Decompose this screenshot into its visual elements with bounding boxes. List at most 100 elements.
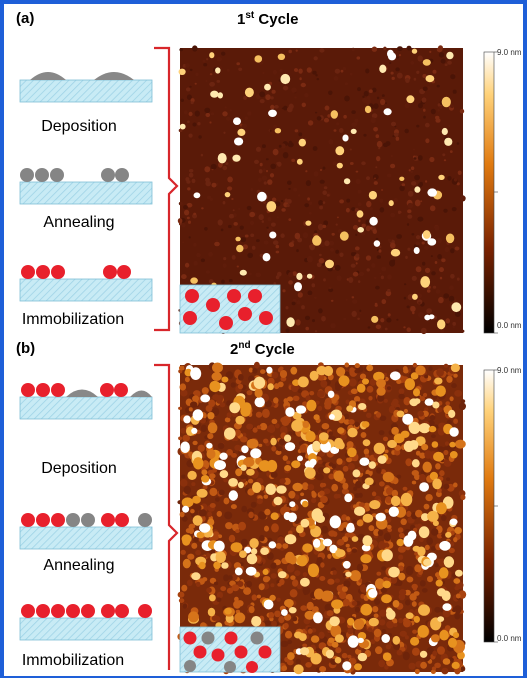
afm-particle bbox=[291, 419, 303, 432]
afm-particle bbox=[332, 570, 337, 575]
afm-particle bbox=[351, 600, 358, 606]
deposited-film bbox=[94, 72, 134, 80]
panel-a-step-immobilization: Immobilization bbox=[21, 311, 125, 328]
afm-particle bbox=[316, 78, 320, 81]
afm-particle bbox=[210, 90, 219, 98]
afm-particle bbox=[377, 529, 384, 537]
panel-a-immobilization-diagram bbox=[19, 265, 153, 302]
afm-particle bbox=[414, 473, 420, 481]
afm-particle bbox=[190, 509, 195, 514]
afm-particle bbox=[415, 266, 422, 273]
afm-particle bbox=[323, 488, 331, 495]
afm-particle bbox=[411, 459, 420, 468]
afm-particle bbox=[351, 296, 355, 299]
panel-b-step-deposition: Deposition bbox=[41, 460, 117, 477]
afm-particle bbox=[319, 168, 323, 172]
afm-particle bbox=[413, 77, 417, 81]
afm-particle bbox=[230, 504, 237, 510]
afm-particle bbox=[385, 290, 392, 297]
afm-particle bbox=[349, 658, 357, 665]
afm-particle bbox=[241, 505, 247, 513]
afm-particle bbox=[403, 408, 408, 414]
afm-particle bbox=[434, 662, 441, 668]
afm-particle bbox=[358, 280, 361, 283]
afm-particle bbox=[213, 540, 225, 552]
afm-particle bbox=[437, 254, 442, 260]
afm-particle bbox=[237, 128, 246, 136]
afm-particle bbox=[351, 252, 356, 257]
afm-particle bbox=[314, 330, 318, 333]
afm-particle bbox=[346, 547, 352, 553]
afm-particle bbox=[368, 525, 375, 532]
afm-particle bbox=[290, 243, 295, 247]
afm-particle bbox=[265, 94, 271, 101]
afm-particle bbox=[444, 246, 450, 253]
afm-particle bbox=[443, 556, 455, 568]
afm-particle bbox=[307, 628, 313, 634]
afm-particle bbox=[263, 240, 269, 245]
afm-particle bbox=[385, 487, 394, 496]
afm-particle bbox=[438, 567, 449, 579]
afm-particle bbox=[405, 458, 413, 467]
afm-particle bbox=[407, 294, 414, 301]
afm-particle bbox=[216, 591, 224, 599]
afm-particle bbox=[335, 146, 345, 156]
afm-particle bbox=[334, 578, 340, 583]
afm-particle bbox=[290, 527, 297, 533]
afm-particle bbox=[320, 495, 328, 504]
afm-particle bbox=[238, 521, 247, 531]
afm-particle bbox=[320, 379, 328, 388]
afm-particle bbox=[257, 177, 262, 183]
panel-b-annealing-diagram bbox=[19, 513, 153, 550]
afm-particle bbox=[270, 222, 276, 227]
afm-particle bbox=[422, 461, 432, 473]
afm-particle bbox=[319, 48, 325, 53]
afm-particle bbox=[424, 398, 434, 406]
afm-particle bbox=[390, 154, 394, 158]
afm-particle bbox=[371, 491, 377, 497]
afm-particle bbox=[436, 368, 444, 377]
afm-particle bbox=[305, 220, 312, 226]
afm-particle bbox=[403, 617, 409, 623]
afm-particle bbox=[405, 612, 414, 619]
afm-particle bbox=[417, 216, 424, 222]
afm-particle bbox=[312, 606, 319, 613]
afm-particle bbox=[280, 425, 288, 435]
afm-particle bbox=[322, 538, 333, 547]
afm-particle bbox=[373, 628, 382, 638]
afm-particle bbox=[311, 497, 317, 504]
afm-particle bbox=[186, 94, 192, 100]
afm-particle bbox=[422, 261, 426, 266]
afm-particle bbox=[410, 61, 415, 65]
panel-a-scale-max: 9.0 nm bbox=[497, 48, 522, 57]
afm-particle bbox=[217, 534, 223, 539]
afm-particle bbox=[263, 494, 269, 499]
afm-particle bbox=[382, 436, 389, 442]
afm-particle bbox=[280, 73, 291, 85]
afm-particle bbox=[416, 70, 420, 75]
afm-particle bbox=[214, 581, 219, 586]
afm-particle bbox=[358, 219, 361, 223]
afm-particle bbox=[293, 664, 304, 675]
afm-particle bbox=[220, 586, 227, 592]
afm-particle bbox=[354, 369, 360, 374]
afm-particle bbox=[258, 511, 265, 520]
afm-particle bbox=[214, 241, 220, 247]
afm-particle bbox=[250, 548, 258, 555]
afm-particle bbox=[381, 629, 387, 634]
afm-particle bbox=[228, 279, 233, 283]
afm-particle bbox=[312, 440, 321, 451]
afm-particle bbox=[279, 370, 288, 378]
afm-particle bbox=[346, 441, 354, 449]
afm-particle bbox=[383, 46, 387, 51]
afm-particle bbox=[421, 241, 425, 245]
afm-particle bbox=[428, 314, 435, 320]
afm-particle bbox=[441, 590, 451, 602]
afm-particle bbox=[455, 593, 461, 599]
afm-particle bbox=[281, 199, 284, 203]
afm-particle bbox=[182, 505, 190, 513]
afm-particle bbox=[352, 271, 359, 277]
afm-particle bbox=[396, 410, 405, 418]
afm-particle bbox=[336, 216, 339, 219]
afm-particle bbox=[415, 365, 426, 376]
